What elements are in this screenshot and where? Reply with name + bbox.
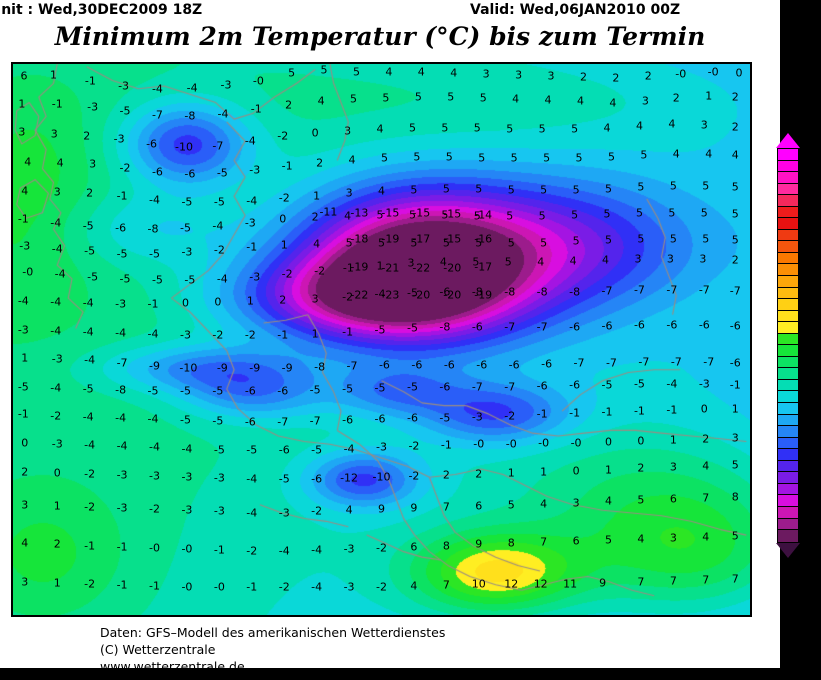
- colorbar-tick: 40: [802, 158, 819, 173]
- colorbar-cell: [778, 218, 798, 230]
- colorbar-cell: [778, 379, 798, 392]
- colorbar-cell: [778, 356, 798, 369]
- colorbar-tick: 24: [802, 251, 819, 266]
- colorbar-tick: 42: [802, 146, 819, 161]
- colorbar-cell: [778, 414, 798, 427]
- colorbar-tick: -14: [802, 472, 821, 487]
- colorbar-tick: -16: [802, 483, 821, 498]
- colorbar-tick: 22: [802, 262, 819, 277]
- colorbar-cell: [778, 437, 798, 450]
- colorbar-tick: -18: [802, 495, 821, 510]
- colorbar-under-arrow: [776, 543, 800, 558]
- colorbar-tick: -2: [802, 402, 816, 417]
- colorbar-tick: 0: [802, 390, 811, 405]
- colorbar-cell: [778, 518, 798, 531]
- colorbar-cell: [778, 299, 798, 311]
- colorbar-cell: [778, 149, 798, 161]
- colorbar-tick: -10: [802, 448, 821, 463]
- colorbar-cell: [778, 276, 798, 288]
- colorbar-cell: [778, 460, 798, 473]
- colorbar-tick: -20: [802, 506, 821, 521]
- colorbar-cell: [778, 472, 798, 484]
- colorbar-cell: [778, 195, 798, 207]
- colorbar-cell: [778, 264, 798, 277]
- colorbar-tick: 36: [802, 181, 819, 196]
- colorbar-cell: [778, 426, 798, 438]
- colorbar-tick: 16: [802, 297, 819, 312]
- colorbar-tick: 10: [802, 332, 819, 347]
- colorbar-cell: [778, 229, 798, 242]
- colorbar-cell: [778, 310, 798, 323]
- colorbar-cell: [778, 333, 798, 346]
- colorbar-tick: 30: [802, 216, 819, 231]
- colorbar-cell: [778, 506, 798, 519]
- colorbar-cell: [778, 287, 798, 300]
- temperature-heatmap-canvas: [13, 64, 750, 615]
- colorbar-cell: [778, 160, 798, 173]
- colorbar-tick-labels: 42 40 38 36 34 32 30 28 26 24 22 20 18 16 14 12 10 8 6 4 2 0-…: [802, 148, 821, 543]
- colorbar-tick: -6: [802, 425, 816, 440]
- colorbar-cell: [778, 322, 798, 334]
- footer-copyright: (C) Wetterzentrale: [100, 642, 216, 657]
- colorbar-cell: [778, 172, 798, 184]
- colorbar-tick: 28: [802, 228, 819, 243]
- weather-map-panel: 6 1 -1 -3 -4 -4 -3 -0 5 5 5 4 4 4 3 3 3 2 2 2 -0 -0 0 1 -1 -3 -5 -7…: [11, 62, 752, 617]
- colorbar-tick: 32: [802, 204, 819, 219]
- colorbar-tick: -12: [802, 460, 821, 475]
- colorbar-cell: [778, 403, 798, 415]
- colorbar-over-arrow: [776, 133, 800, 148]
- colorbar: 42 40 38 36 34 32 30 28 26 24 22 20 18 16 14 12 10 8 6 4 2 0-…: [776, 133, 821, 558]
- colorbar-cell: [778, 241, 798, 253]
- colorbar-cell: [778, 252, 798, 265]
- valid-time-label: Valid: Wed,06JAN2010 00Z: [470, 2, 681, 18]
- colorbar-tick: 6: [802, 355, 811, 370]
- page-sheet: Init : Wed,30DEC2009 18Z Valid: Wed,06JA…: [0, 0, 800, 668]
- colorbar-cell: [778, 368, 798, 380]
- init-time-label: Init : Wed,30DEC2009 18Z: [0, 2, 203, 18]
- colorbar-tick: 12: [802, 321, 819, 336]
- colorbar-tick: 20: [802, 274, 819, 289]
- colorbar-tick: -8: [802, 437, 816, 452]
- colorbar-cell: [778, 495, 798, 507]
- colorbar-cell: [778, 183, 798, 196]
- colorbar-cell: [778, 449, 798, 461]
- colorbar-tick: -22: [802, 518, 821, 533]
- colorbar-tick: 34: [802, 193, 819, 208]
- colorbar-cell: [778, 530, 798, 542]
- colorbar-cell: [778, 483, 798, 496]
- colorbar-tick: 14: [802, 309, 819, 324]
- colorbar-cell: [778, 206, 798, 219]
- footer-website: www.wetterzentrale.de: [100, 659, 245, 674]
- colorbar-tick: 18: [802, 286, 819, 301]
- colorbar-tick: -4: [802, 414, 816, 428]
- colorbar-tick: 8: [802, 344, 811, 359]
- colorbar-tick: 2: [802, 379, 811, 394]
- colorbar-tick: 26: [802, 239, 819, 254]
- footer-data-source: Daten: GFS–Modell des amerikanischen Wet…: [100, 625, 446, 640]
- footer: Daten: GFS–Modell des amerikanischen Wet…: [100, 624, 700, 675]
- colorbar-tick: 38: [802, 170, 819, 185]
- colorbar-strip: [777, 148, 799, 543]
- colorbar-cell: [778, 345, 798, 357]
- colorbar-tick: -24: [802, 530, 821, 545]
- page-title: Minimum 2m Temperatur (°C) bis zum Termi…: [54, 22, 706, 51]
- colorbar-cell: [778, 391, 798, 404]
- header-row: Init : Wed,30DEC2009 18Z Valid: Wed,06JA…: [0, 2, 760, 22]
- colorbar-tick: 4: [802, 367, 811, 382]
